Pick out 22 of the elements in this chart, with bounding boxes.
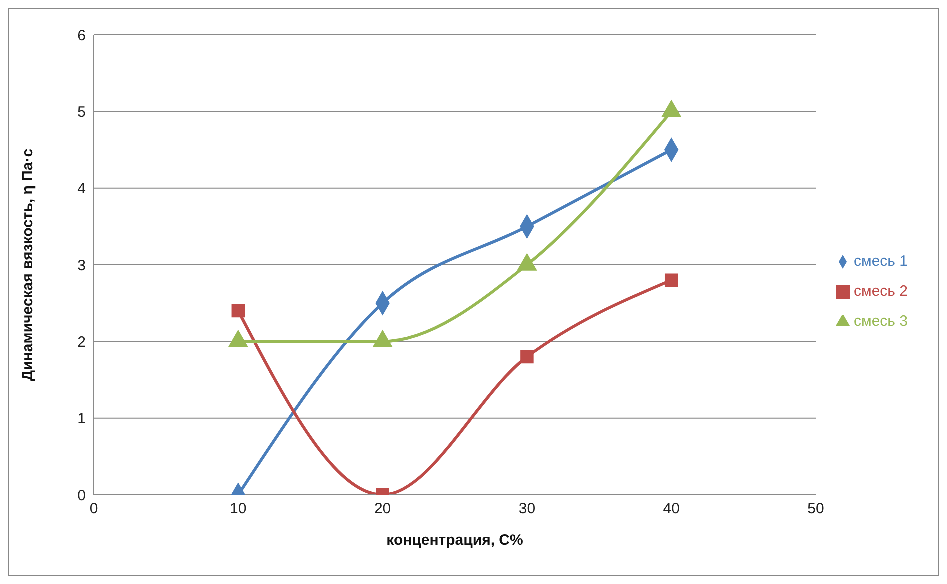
y-tick-label: 4 — [78, 180, 86, 198]
x-tick-label: 50 — [808, 500, 824, 518]
y-tick-label: 3 — [78, 257, 86, 274]
legend-label: смесь 1 — [854, 253, 908, 270]
x-tick-label: 20 — [374, 500, 392, 518]
y-tick-label: 0 — [78, 487, 86, 504]
point — [232, 304, 246, 318]
y-axis-title: Динамическая вязкость, η Па·с — [19, 148, 36, 382]
x-axis-title: концентрация, С% — [386, 532, 524, 549]
point — [228, 330, 248, 348]
y-tick-label: 2 — [78, 334, 86, 351]
legend-label: смесь 3 — [854, 313, 908, 330]
y-tick-label: 1 — [78, 410, 86, 428]
x-tick-label: 40 — [663, 500, 680, 518]
point — [373, 330, 393, 348]
point — [664, 274, 678, 287]
x-tick-label: 30 — [518, 500, 536, 518]
y-tick-label: 6 — [78, 27, 86, 44]
y-tick-label: 5 — [78, 104, 86, 121]
legend-label: смесь 2 — [854, 283, 908, 300]
x-tick-label: 0 — [90, 500, 98, 518]
x-tick-label: 10 — [230, 500, 247, 518]
